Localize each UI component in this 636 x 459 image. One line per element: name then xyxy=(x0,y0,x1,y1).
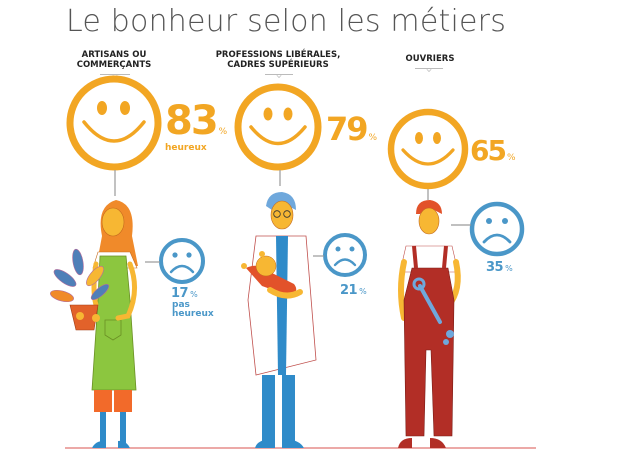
percent-value: 35 xyxy=(486,260,504,275)
percent-value: 65 xyxy=(470,134,507,167)
category-divider xyxy=(265,74,293,75)
percent-value: 83 xyxy=(165,98,219,144)
category-divider xyxy=(415,68,443,69)
connector-lines xyxy=(114,170,471,263)
unhappy-percent-ouvriers: 35% xyxy=(486,260,513,275)
percent-symbol: % xyxy=(190,290,198,299)
happy-face-icon xyxy=(387,108,469,190)
caption-line: pas xyxy=(172,300,190,310)
figure-doctor xyxy=(241,192,317,448)
percent-value: 79 xyxy=(326,110,369,148)
category-label-line: PROFESSIONS LIBÉRALES, xyxy=(215,50,341,60)
percent-symbol: % xyxy=(368,133,378,143)
happy-percent-professions-liberales: 79% xyxy=(326,110,377,148)
happy-caption: heureux xyxy=(165,143,207,153)
happy-face-icon xyxy=(66,75,162,171)
happy-percent-artisans: 83% xyxy=(165,98,227,144)
percent-value: 17 xyxy=(171,286,189,301)
category-label-ouvriers: OUVRIERS xyxy=(395,54,465,64)
happy-percent-ouvriers: 65% xyxy=(470,134,516,167)
category-label-line: COMMERÇANTS xyxy=(76,60,152,70)
unhappy-percent-professions-liberales: 21% xyxy=(340,283,367,298)
percent-symbol: % xyxy=(359,287,367,296)
category-label-artisans: ARTISANS OU COMMERÇANTS xyxy=(62,50,166,70)
sad-face-icon xyxy=(323,233,367,277)
category-label-line: CADRES SUPÉRIEURS xyxy=(227,60,329,70)
figure-worker xyxy=(398,200,461,448)
category-divider xyxy=(100,74,130,75)
percent-symbol: % xyxy=(218,127,228,137)
page-title: Le bonheur selon les métiers xyxy=(66,4,507,39)
happy-face-icon xyxy=(234,83,322,171)
percent-value: 21 xyxy=(340,283,358,298)
percent-symbol: % xyxy=(506,153,516,163)
percent-symbol: % xyxy=(505,264,513,273)
caption-line: heureux xyxy=(172,309,214,319)
unhappy-percent-artisans: 17% xyxy=(171,286,198,301)
category-label-line: OUVRIERS xyxy=(405,54,455,64)
category-label-professions-liberales: PROFESSIONS LIBÉRALES, CADRES SUPÉRIEURS xyxy=(213,50,343,70)
category-label-line: ARTISANS OU xyxy=(81,50,147,60)
sad-face-icon xyxy=(159,238,205,284)
sad-face-icon xyxy=(469,201,525,257)
unhappy-caption: pas heureux xyxy=(172,301,214,319)
figure-artisan-woman xyxy=(50,200,138,448)
